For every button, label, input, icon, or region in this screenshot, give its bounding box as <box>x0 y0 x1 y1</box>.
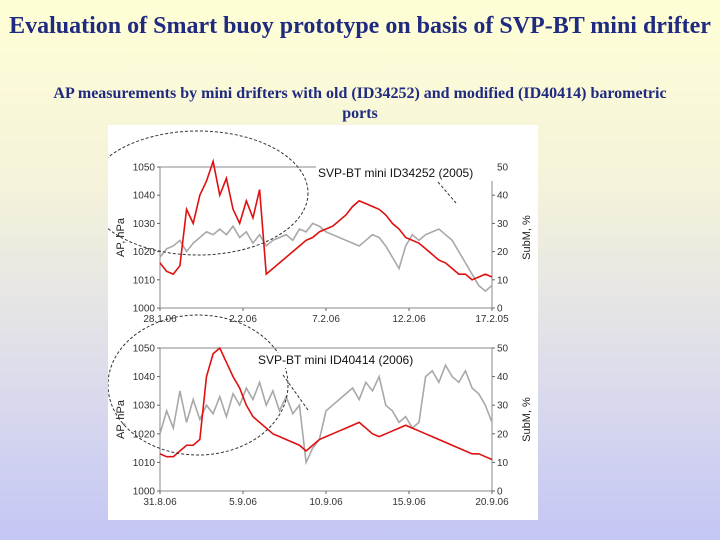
y2-tick-label: 0 <box>497 487 503 498</box>
y-axis-title: AP, hPa <box>115 399 127 439</box>
y-tick-label: 1020 <box>133 247 156 258</box>
x-tick-label: 20.9.06 <box>475 497 509 508</box>
y-tick-label: 1040 <box>133 191 156 202</box>
annotation-ellipse <box>108 130 309 256</box>
x-tick-label: 10.9.06 <box>309 497 343 508</box>
y2-axis-title: SubM, % <box>521 397 533 442</box>
x-tick-label: 2.2.06 <box>229 314 257 325</box>
annotation-label-bg <box>316 166 496 181</box>
chart-panel-1: 1000101010201030104010500102030405028.1.… <box>108 130 533 325</box>
y2-tick-label: 50 <box>497 344 509 355</box>
y2-tick-label: 10 <box>497 458 509 469</box>
y2-tick-label: 20 <box>497 247 509 258</box>
y2-tick-label: 0 <box>497 304 503 315</box>
y-tick-label: 1050 <box>133 344 156 355</box>
chart-figure: 1000 1010 1020 1030 1040 1050 0 10 20 30 40 50 28.1.… <box>108 125 538 520</box>
x-tick-label: 5.9.06 <box>229 497 257 508</box>
annotation-label: SVP-BT mini ID34252 (2005) <box>318 166 473 180</box>
y2-tick-label: 20 <box>497 429 509 440</box>
chart-canvas: 1000101010201030104010500102030405028.1.… <box>108 130 533 508</box>
x-tick-label: 7.2.06 <box>312 314 340 325</box>
slide-subtitle: AP measurements by mini drifters with ol… <box>53 85 667 122</box>
pressure-line <box>159 363 493 466</box>
x-tick-label: 12.2.06 <box>392 314 426 325</box>
slide-title: Evaluation of Smart buoy prototype on ba… <box>9 13 711 39</box>
y-tick-label: 1050 <box>133 163 156 174</box>
y2-tick-label: 10 <box>497 275 509 286</box>
plot-area <box>159 166 493 309</box>
chart-panel-2: 1000101010201030104010500102030405031.8.… <box>108 314 533 508</box>
y-tick-label: 1000 <box>133 487 156 498</box>
x-tick-label: 28.1.06 <box>143 314 177 325</box>
plot-area <box>159 347 493 492</box>
y-tick-label: 1010 <box>133 275 156 286</box>
y2-tick-label: 40 <box>497 372 509 383</box>
annotation-ellipse <box>108 314 289 456</box>
y-tick-label: 1010 <box>133 458 156 469</box>
x-tick-label: 31.8.06 <box>143 497 177 508</box>
y2-axis-title: SubM, % <box>521 215 533 260</box>
y2-tick-label: 30 <box>497 401 509 412</box>
y-tick-label: 1030 <box>133 219 156 230</box>
y2-tick-label: 50 <box>497 163 509 174</box>
y2-tick-label: 40 <box>497 191 509 202</box>
y-tick-label: 1000 <box>133 304 156 315</box>
y-tick-label: 1030 <box>133 401 156 412</box>
x-tick-label: 17.2.05 <box>475 314 509 325</box>
pressure-line <box>159 158 493 281</box>
y2-tick-label: 30 <box>497 219 509 230</box>
x-tick-label: 15.9.06 <box>392 497 426 508</box>
annotation-leader <box>282 374 309 411</box>
y-tick-label: 1020 <box>133 429 156 440</box>
pressure-line <box>159 346 493 461</box>
pressure-line <box>159 222 493 293</box>
y-tick-label: 1040 <box>133 372 156 383</box>
annotation-label: SVP-BT mini ID40414 (2006) <box>258 353 413 367</box>
annotation-label-bg <box>256 353 436 368</box>
